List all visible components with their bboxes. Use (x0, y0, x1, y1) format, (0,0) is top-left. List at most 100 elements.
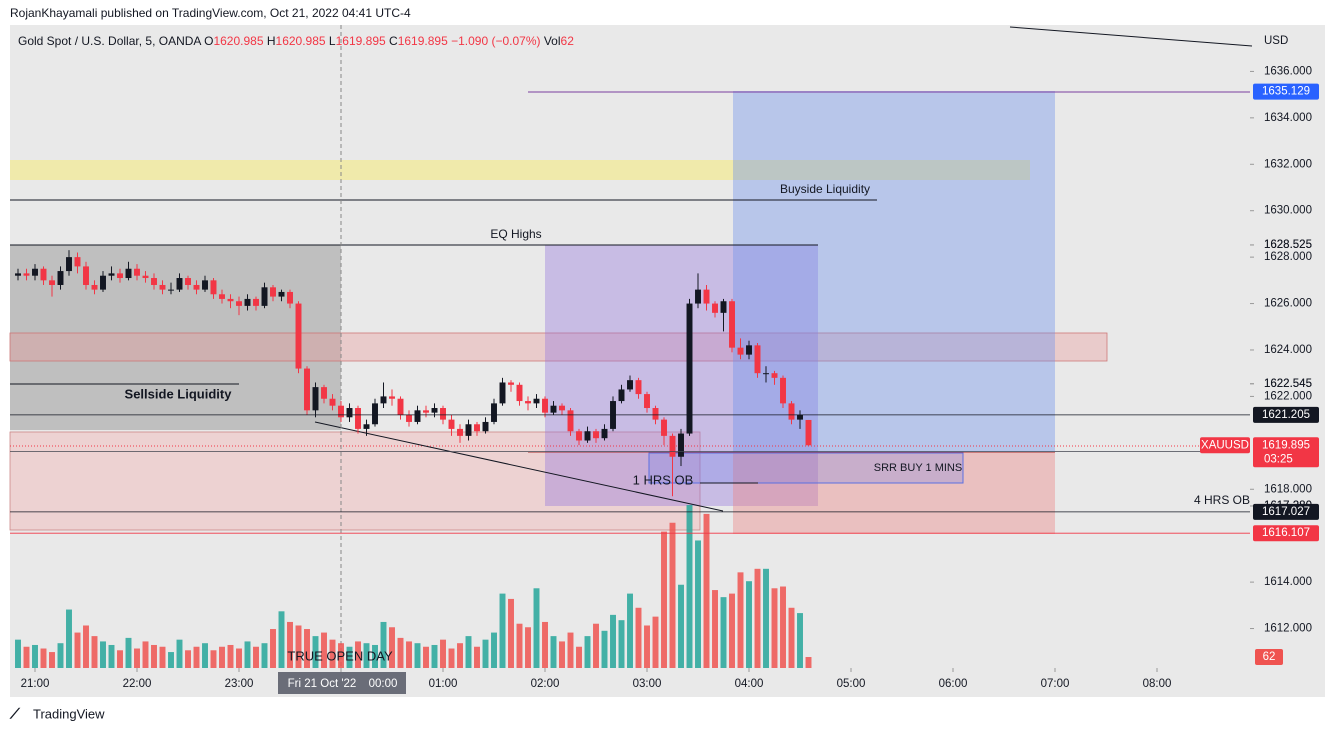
volume-bar (66, 609, 72, 668)
candle-body (91, 284, 98, 290)
candle-body (32, 268, 38, 276)
candle-body (542, 398, 548, 413)
candle-body (278, 291, 285, 297)
volume-bar (15, 639, 21, 668)
candle-body (559, 405, 565, 411)
volume-bar (83, 625, 89, 668)
y-tick-label: 1634.000 (1264, 112, 1312, 124)
price-tag-label: 1616.107 (1262, 527, 1310, 539)
target-zone (733, 91, 1055, 452)
candle-body (193, 284, 200, 290)
y-tick-label: 1630.000 (1264, 205, 1312, 217)
volume-bar (125, 637, 132, 668)
volume-bar (516, 623, 523, 668)
volume-bar (244, 641, 251, 668)
price-tag (1253, 525, 1319, 542)
legend-value: 62 (561, 34, 575, 48)
candle-body (219, 294, 225, 299)
volume-bar (40, 648, 47, 668)
volume-bar (151, 644, 157, 668)
candle-body (627, 380, 633, 390)
annotation: EQ Highs (490, 227, 541, 241)
legend-value: 1619.895 (336, 34, 386, 48)
x-tick-label: 06:00 (939, 678, 968, 690)
volume-bar (338, 643, 344, 668)
candle-body (618, 389, 625, 402)
candle-body (737, 347, 744, 355)
date-box (278, 672, 406, 694)
volume-bar (542, 621, 548, 668)
legend-key: O (204, 34, 213, 48)
candle-body (355, 408, 361, 429)
y-tick-label: 1628.525 (1264, 239, 1312, 251)
volume-bar (219, 646, 225, 668)
volume-bar (712, 590, 718, 668)
candle-body (508, 382, 514, 385)
supply-zone (9, 332, 1108, 362)
volume-bar (797, 613, 803, 668)
annotation: TRUE OPEN DAY (287, 648, 393, 663)
candle-body (151, 278, 157, 285)
x-tick-label: 07:00 (1041, 678, 1070, 690)
candle-body (695, 289, 701, 304)
volume-bar (763, 568, 769, 668)
price-tag-label: 1621.205 (1262, 409, 1310, 421)
footer-brand: TradingView (33, 706, 105, 721)
symbol-tag-label: XAUUSD (1201, 439, 1249, 451)
price-tag (1253, 83, 1319, 100)
candle-body (788, 403, 795, 420)
volume-bar (601, 630, 608, 668)
volume-bar (559, 641, 565, 668)
volume-bar (525, 627, 531, 668)
volume-bar (397, 637, 404, 668)
x-tick-label: 08:00 (1143, 678, 1172, 690)
volume-bar (159, 646, 166, 668)
candle-body (108, 273, 115, 276)
volume-bar (448, 648, 455, 668)
price-tag (1253, 406, 1319, 423)
volume-bar (644, 625, 650, 668)
candle-body (227, 298, 234, 302)
price-tag-label: 1617.027 (1262, 506, 1310, 518)
y-tick-label: 1626.000 (1264, 298, 1312, 310)
candle-body (644, 394, 650, 409)
volume-bar (431, 644, 438, 668)
candle-body (746, 345, 752, 355)
volume-bar (389, 627, 395, 668)
volume-bar (805, 657, 812, 668)
volume-bar (414, 643, 421, 668)
y-tick-label: 1628.525 (1264, 239, 1312, 251)
annotation: SRR BUY 1 MINS (874, 462, 962, 474)
candle-body (389, 396, 395, 399)
candle-body (780, 377, 786, 404)
candle-body (661, 419, 667, 436)
candle-body (304, 368, 310, 411)
volume-bar (321, 632, 327, 668)
x-tick-label: 23:00 (225, 678, 254, 690)
candle-body (533, 398, 540, 404)
candle-body (321, 387, 327, 399)
candle-body (763, 373, 769, 375)
candle-body (601, 428, 608, 439)
volume-bar (482, 639, 489, 668)
volume-bar (185, 650, 191, 668)
volume-bar (278, 611, 285, 668)
volume-bar (584, 636, 591, 668)
candle-body (406, 414, 412, 422)
candle-body (185, 278, 191, 285)
annotation: 1 HRS OB (633, 472, 694, 487)
volume-bar (346, 646, 353, 668)
volume-bar (474, 646, 480, 668)
candle-body (593, 431, 599, 439)
marks (15, 250, 812, 668)
volume-bar (703, 513, 710, 668)
currency: USD (1264, 35, 1288, 47)
volume-bar (465, 636, 472, 668)
candle-body (74, 257, 81, 267)
candle-body (117, 273, 123, 279)
date-label: Fri 21 Oct '22 (288, 678, 357, 690)
volume-bar (134, 648, 140, 668)
legend-key: C (389, 34, 398, 48)
trend-line (314, 421, 724, 512)
volume-bar (508, 598, 514, 668)
